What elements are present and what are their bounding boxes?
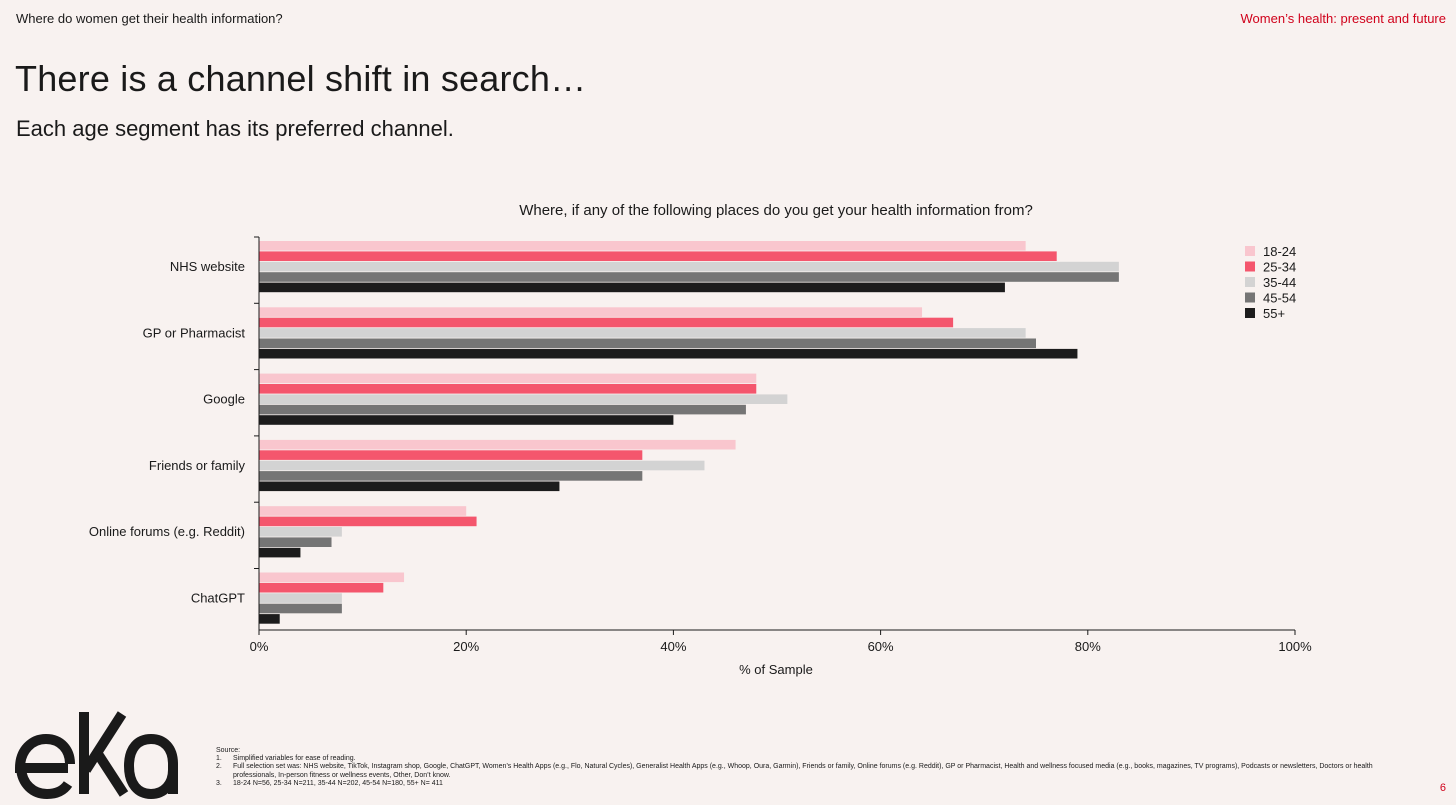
bar [259, 328, 1026, 338]
legend-label: 18-24 [1263, 244, 1296, 259]
bar [259, 439, 736, 450]
source-footnotes: Source: 1. Simplified variables for ease… [216, 747, 1386, 788]
x-tick-label: 20% [453, 639, 479, 654]
bar [259, 481, 560, 492]
bar [259, 404, 746, 415]
bar [259, 460, 705, 471]
legend-label: 35-44 [1263, 275, 1296, 290]
footnote-text: Full selection set was: NHS website, Tik… [233, 763, 1373, 779]
x-tick-label: 0% [250, 639, 269, 654]
bar [259, 614, 280, 624]
bars-layer [259, 241, 1119, 624]
eka-logo [14, 706, 184, 805]
category-label: Friends or family [149, 458, 246, 473]
bar [259, 251, 1057, 261]
bar [259, 603, 342, 614]
legend-swatch [1245, 308, 1255, 318]
footnote-number: 3. [216, 779, 222, 787]
bar [259, 450, 643, 460]
bar [259, 527, 342, 537]
bar [259, 384, 757, 394]
legend-swatch [1245, 261, 1255, 272]
bar [259, 537, 332, 547]
page-headline: There is a channel shift in search… [15, 58, 587, 99]
footnote-item: 2. Full selection set was: NHS website, … [216, 763, 1386, 779]
eka-logo-mark [14, 711, 178, 800]
category-label: ChatGPT [191, 591, 245, 606]
legend-label: 45-54 [1263, 291, 1296, 306]
axes-layer: NHS website GP or Pharmacist Google Friends… [89, 236, 1312, 654]
bar [259, 241, 1026, 251]
bar [259, 572, 405, 583]
bar [259, 307, 923, 317]
bar [259, 394, 788, 404]
x-tick-label: 60% [868, 639, 894, 654]
footnote-item: 1. Simplified variables for ease of read… [216, 755, 1386, 763]
page-subheadline: Each age segment has its preferred chann… [16, 116, 454, 141]
legend-swatch [1245, 292, 1255, 303]
footnote-number: 1. [216, 755, 222, 763]
x-tick-label: 100% [1278, 639, 1312, 654]
page-number: 6 [1439, 782, 1446, 794]
bar [259, 415, 674, 425]
category-label: GP or Pharmacist [143, 325, 246, 340]
footnotes-heading: Source: [216, 747, 241, 754]
footnote-number: 2. [216, 763, 222, 771]
bar [259, 516, 477, 527]
bar [259, 547, 301, 558]
footnote-text: 18-24 N=56, 25-34 N=211, 35-44 N=202, 45… [233, 779, 443, 787]
x-tick-label: 40% [660, 639, 686, 654]
category-label: Online forums (e.g. Reddit) [89, 524, 245, 539]
category-label: Google [203, 392, 245, 407]
legend-swatch [1245, 277, 1255, 287]
bar [259, 338, 1036, 349]
bar [259, 272, 1119, 282]
bar [259, 506, 467, 516]
legend-label: 55+ [1263, 306, 1285, 321]
bar [259, 582, 384, 593]
report-title: Women’s health: present and future [1240, 11, 1446, 26]
legend-swatch [1245, 246, 1255, 256]
section-label: Where do women get their health informat… [16, 11, 283, 26]
bar [259, 261, 1119, 272]
legend-label: 25-34 [1263, 260, 1296, 275]
bar [259, 593, 342, 603]
bar [259, 471, 643, 481]
bar [259, 348, 1078, 359]
chart-title: Where, if any of the following places do… [519, 202, 1033, 219]
bar [259, 373, 757, 384]
bar [259, 282, 1005, 293]
bar [259, 317, 954, 328]
category-label: NHS website [170, 259, 245, 274]
x-tick-label: 80% [1075, 639, 1101, 654]
footnote-item: 3. 18-24 N=56, 25-34 N=211, 35-44 N=202,… [216, 780, 1386, 788]
footnote-text: Simplified variables for ease of reading… [233, 755, 356, 763]
x-axis-label: % of Sample [739, 662, 813, 677]
